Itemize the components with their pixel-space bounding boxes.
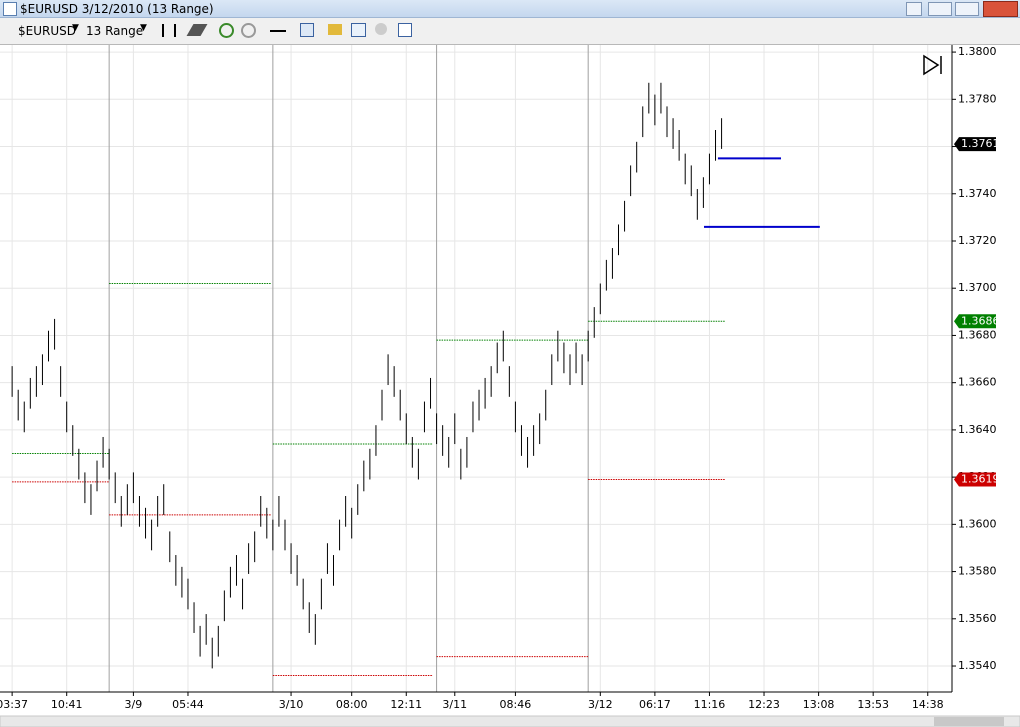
y-tick-label: 1.3800 xyxy=(958,45,997,58)
crosshair-button[interactable] xyxy=(270,30,286,32)
properties-button[interactable] xyxy=(300,23,314,37)
data-box-button[interactable] xyxy=(398,23,412,37)
x-tick-label: 08:00 xyxy=(336,698,368,711)
x-tick-label: 14:38 xyxy=(912,698,944,711)
price-marker xyxy=(954,137,996,152)
x-tick-label: 3/9 xyxy=(125,698,143,711)
bar-type-button[interactable] xyxy=(162,24,176,37)
y-tick-label: 1.3660 xyxy=(958,376,997,389)
x-tick-label: 12:11 xyxy=(390,698,422,711)
price-marker-label: 1.3761 xyxy=(961,137,1000,150)
plot-background xyxy=(0,45,952,692)
price-marker-label: 1.3619 xyxy=(961,472,1000,485)
minimize-button[interactable] xyxy=(928,2,952,16)
x-tick-label: 08:46 xyxy=(500,698,532,711)
draw-tool-button[interactable] xyxy=(186,24,208,36)
folder-button[interactable] xyxy=(328,24,342,35)
x-tick-label: 05:44 xyxy=(172,698,204,711)
x-tick-label: 06:17 xyxy=(639,698,671,711)
scrollbar-thumb xyxy=(934,717,1004,726)
x-tick-label: 12:23 xyxy=(748,698,780,711)
maximize-button[interactable] xyxy=(955,2,979,16)
disabled-button[interactable] xyxy=(375,23,387,35)
y-tick-label: 1.3600 xyxy=(958,517,997,530)
y-tick-label: 1.3560 xyxy=(958,612,997,625)
plot-area xyxy=(0,45,952,692)
chart-button[interactable] xyxy=(351,23,366,37)
x-tick-label: 3/10 xyxy=(279,698,304,711)
period-selector[interactable]: 13 Range xyxy=(86,24,144,38)
scroll-end-button xyxy=(923,54,942,76)
price-marker xyxy=(954,472,996,487)
x-tick-label: 13:08 xyxy=(803,698,835,711)
x-tick-label: 11:16 xyxy=(694,698,726,711)
close-button[interactable] xyxy=(983,1,1018,17)
zoom-in-button[interactable] xyxy=(219,23,234,38)
y-tick-label: 1.3700 xyxy=(958,281,997,294)
dropdown-arrow: ▼ xyxy=(140,23,147,33)
title-bar: $EURUSD 3/12/2010 (13 Range) xyxy=(0,0,1020,18)
y-tick-label: 1.3780 xyxy=(958,92,997,105)
instrument-selector[interactable]: $EURUSD xyxy=(18,24,76,38)
dropdown-arrow: ▼ xyxy=(72,23,79,33)
y-tick-label: 1.3580 xyxy=(958,565,997,578)
help-button[interactable] xyxy=(906,2,922,16)
zoom-out-button[interactable] xyxy=(241,23,256,38)
y-tick-label: 1.3740 xyxy=(958,187,997,200)
y-tick-label: 1.3720 xyxy=(958,234,997,247)
x-tick-label: 3/12 xyxy=(588,698,613,711)
y-tick-label: 1.3540 xyxy=(958,659,997,672)
toolbar: $EURUSD ▼ 13 Range ▼ xyxy=(0,18,1020,45)
app-icon xyxy=(3,2,17,16)
window-title: $EURUSD 3/12/2010 (13 Range) xyxy=(20,2,214,16)
price-marker-label: 1.3686 xyxy=(961,314,1000,327)
y-tick-label: 1.3680 xyxy=(958,328,997,341)
x-tick-label: 03:37 xyxy=(0,698,28,711)
y-tick-label: 1.3620 xyxy=(958,470,997,483)
copyright: © 2010 NinjaTrader, LLC xyxy=(4,679,140,692)
y-tick-label: 1.3760 xyxy=(958,140,997,153)
x-tick-label: 13:53 xyxy=(857,698,889,711)
scrollbar xyxy=(0,715,1020,727)
price-marker xyxy=(954,314,996,329)
y-tick-label: 1.3640 xyxy=(958,423,997,436)
x-tick-label: 3/11 xyxy=(442,698,467,711)
x-tick-label: 10:41 xyxy=(51,698,83,711)
indicator-label: PriorDayOHLC xyxy=(6,49,84,62)
